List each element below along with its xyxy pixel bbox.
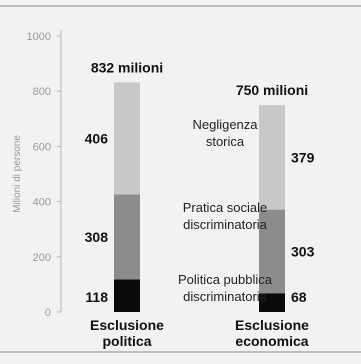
y-tick-label: 400 xyxy=(33,197,51,209)
bar-segment xyxy=(259,105,285,210)
value-label: 308 xyxy=(85,229,109,245)
y-tick-label: 800 xyxy=(33,86,51,98)
y-axis-label: Milioni di persone xyxy=(12,135,23,213)
value-label: 118 xyxy=(85,289,108,305)
total-label: 832 milioni xyxy=(91,59,163,75)
y-tick-label: 1000 xyxy=(27,31,51,43)
value-label: 406 xyxy=(85,130,109,146)
bar-segment xyxy=(259,293,285,312)
series-label: Negligenza storica xyxy=(192,117,258,149)
y-tick-label: 600 xyxy=(33,141,51,153)
total-label: 750 milioni xyxy=(236,82,308,98)
category-label: Esclusione economica xyxy=(235,317,309,349)
series-label: Pratica sociale discriminatoria xyxy=(183,200,268,232)
value-label: 68 xyxy=(291,289,307,305)
category-label: Esclusione politica xyxy=(90,317,164,349)
value-label: 379 xyxy=(291,149,315,165)
bar-segment xyxy=(114,82,140,195)
plot-area: 0 200 400 600 800 1000 118 308 406 832 milioni Esc… xyxy=(27,31,315,349)
series-label: Politica pubblica discriminatoria xyxy=(178,272,273,304)
bar-segment xyxy=(114,194,140,280)
y-tick-label: 200 xyxy=(33,252,51,264)
value-label: 303 xyxy=(291,243,315,259)
bar-segment xyxy=(259,209,285,294)
bar-segment xyxy=(114,279,140,312)
y-tick-label: 0 xyxy=(45,307,51,319)
